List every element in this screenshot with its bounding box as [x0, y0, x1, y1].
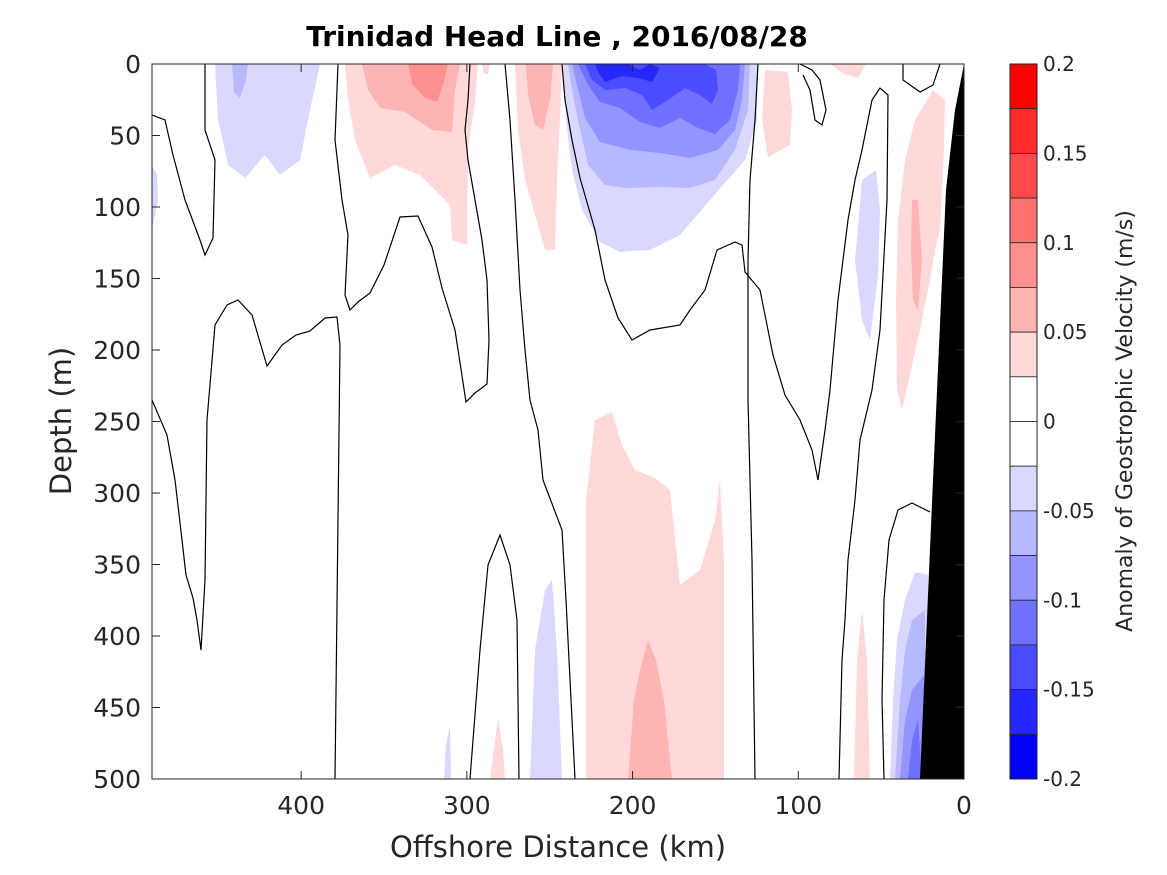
y-tick-label: 300 [93, 479, 141, 508]
colorbar-tick-label: 0.15 [1043, 141, 1088, 165]
colorbar: 0.2 0.15 0.1 0.05 0 -0.05 -0.1 -0.15 -0.2 [1009, 52, 1095, 791]
contour-fill-pos-260-b [526, 64, 553, 130]
contour-fill-neg-250-deep [530, 580, 562, 779]
contour-fill-pos-490 [482, 64, 490, 74]
zero-contour-line [902, 63, 941, 93]
colorbar-tick-label: 0.2 [1043, 52, 1075, 76]
y-tick-label: 50 [109, 122, 141, 151]
colorbar-swatch [1009, 465, 1038, 512]
colorbar-frame [1009, 63, 1038, 780]
colorbar-swatch [1009, 197, 1038, 244]
zero-contour-line [561, 63, 889, 780]
zero-contour-line [799, 63, 827, 126]
x-tick-label: 200 [609, 791, 657, 820]
contour-fill-pos-120 [762, 70, 792, 157]
contour-fills [152, 64, 945, 779]
colorbar-swatch [1009, 376, 1038, 422]
colorbar-tick-label: -0.15 [1043, 678, 1095, 702]
plot-area [151, 63, 965, 780]
colorbar-swatch [1009, 689, 1038, 735]
contour-fill-left-edge-negative [152, 165, 158, 225]
y-tick-label: 100 [93, 193, 141, 222]
bathymetry [920, 64, 964, 779]
colorbar-swatch [1009, 331, 1038, 378]
colorbar-swatch [1009, 644, 1038, 691]
x-axis-label: Offshore Distance (km) [390, 830, 726, 864]
colorbar-swatch [1009, 242, 1038, 288]
colorbar-tick-label: -0.05 [1043, 499, 1095, 523]
colorbar-swatch [1009, 63, 1038, 110]
contour-fill-pos-deep-1 [586, 412, 724, 779]
colorbar-tick-label: -0.1 [1043, 588, 1082, 612]
y-tick-label: 150 [93, 265, 141, 294]
contour-fill-pos-260 [515, 64, 562, 250]
colorbar-tick-label: 0.1 [1043, 231, 1075, 255]
y-axis-label: Depth (m) [44, 347, 78, 495]
colorbar-swatch [1009, 108, 1038, 154]
colorbar-swatch [1009, 152, 1038, 199]
zero-contour-line [747, 63, 759, 780]
colorbar-tick-label: -0.2 [1043, 767, 1082, 791]
y-tick-label: 250 [93, 408, 141, 437]
colorbar-swatch [1009, 733, 1038, 780]
colorbar-swatch [1009, 510, 1038, 556]
zero-contour-line [881, 502, 931, 780]
y-tick-label: 0 [125, 50, 141, 79]
x-tick-label: 400 [277, 791, 325, 820]
chart-title: Trinidad Head Line , 2016/08/28 [306, 20, 808, 53]
colorbar-label: Anomaly of Geostrophic Velocity (m/s) [1113, 210, 1138, 632]
contour-fill-neg-70 [855, 170, 880, 340]
y-axis: 0 50 100 150 200 250 300 350 400 450 500 [93, 50, 964, 794]
colorbar-tick-label: 0.05 [1043, 320, 1088, 344]
y-tick-label: 450 [93, 694, 141, 723]
x-axis: 400 300 200 100 0 [277, 64, 972, 820]
colorbar-swatch [1009, 599, 1038, 646]
zero-contour-line [504, 63, 576, 780]
y-tick-label: 400 [93, 622, 141, 651]
plot-background [152, 64, 964, 779]
zero-contour-line [334, 63, 490, 404]
contour-fill-neg-420-b [232, 64, 248, 98]
contour-fill-neg-core-6 [595, 64, 660, 82]
zero-contour-line [151, 299, 341, 780]
colorbar-tick-label: 0 [1043, 410, 1056, 434]
zero-contour-line [151, 64, 216, 257]
x-tick-label: 100 [774, 791, 822, 820]
contour-fill-pos-nearshore-b [911, 200, 922, 310]
colorbar-swatch [1009, 421, 1038, 467]
x-tick-label: 0 [956, 791, 972, 820]
contour-fill-pos-deep-2 [628, 640, 672, 779]
contour-fill-neg-310-deep [444, 725, 451, 779]
colorbar-swatch [1009, 555, 1038, 601]
x-tick-label: 300 [443, 791, 491, 820]
contour-fill-pos-80 [830, 64, 866, 78]
contour-fill-pos-340-c [408, 64, 448, 102]
y-tick-label: 200 [93, 336, 141, 365]
y-tick-label: 500 [93, 765, 141, 794]
zero-contour-lines [151, 63, 941, 780]
zero-contour-line [469, 533, 520, 780]
y-tick-label: 350 [93, 551, 141, 580]
contour-fill-pos-280-deep [490, 718, 505, 779]
contour-fill-pos-70-deep [854, 610, 870, 779]
contour-fill-neg-nearshore-deep-4 [908, 720, 922, 779]
colorbar-swatch [1009, 287, 1038, 333]
